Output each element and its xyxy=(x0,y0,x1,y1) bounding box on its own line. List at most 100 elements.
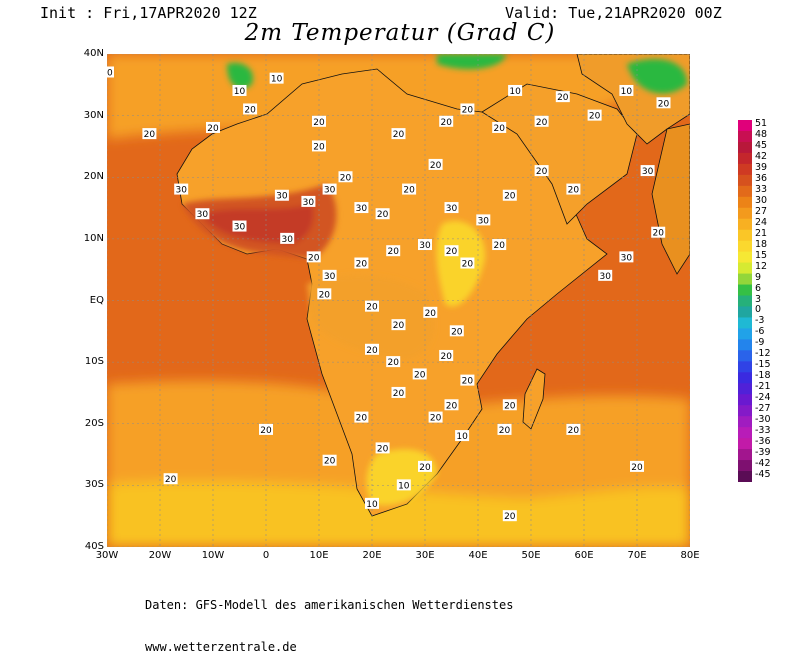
colorbar-swatch xyxy=(738,174,752,187)
svg-text:20: 20 xyxy=(430,161,442,171)
temperature-value-label: 20 xyxy=(444,399,459,411)
temperature-value-label: 30 xyxy=(322,183,337,196)
temperature-value-label: 20 xyxy=(439,349,454,362)
latitude-tick-label: 10N xyxy=(83,232,104,244)
colorbar-swatch xyxy=(738,185,752,198)
svg-text:20: 20 xyxy=(393,321,405,331)
temperature-value-label: 30 xyxy=(301,195,316,208)
svg-text:20: 20 xyxy=(652,229,664,239)
colorbar-level-label: 27 xyxy=(755,205,768,217)
temperature-value-label: 30 xyxy=(418,239,432,251)
temperature-value-label: 20 xyxy=(259,423,273,436)
colorbar-level-label: 36 xyxy=(755,172,768,184)
temperature-value-label: 20 xyxy=(412,368,427,380)
colorbar-level-label: 3 xyxy=(755,293,762,305)
temperature-value-label: 20 xyxy=(243,103,258,115)
svg-text:20: 20 xyxy=(377,444,389,454)
colorbar-swatch xyxy=(738,229,752,242)
svg-text:20: 20 xyxy=(440,352,452,362)
temperature-value-label: 10 xyxy=(396,479,411,491)
svg-text:20: 20 xyxy=(207,124,219,134)
svg-text:20: 20 xyxy=(658,99,670,109)
temperature-value-label: 10 xyxy=(232,84,247,97)
colorbar-level-label: -42 xyxy=(755,458,771,470)
temperature-value-label: 20 xyxy=(354,411,369,424)
ocean-cool-south-band xyxy=(107,481,690,547)
colorbar-swatch xyxy=(738,438,752,450)
latitude-tick-label: 10S xyxy=(84,356,104,368)
colorbar-swatch xyxy=(738,262,752,275)
colorbar-swatch xyxy=(738,152,752,165)
colorbar-swatch xyxy=(738,120,752,132)
colorbar-swatch xyxy=(738,163,752,176)
colorbar-level-label: 48 xyxy=(755,128,768,140)
temperature-value-label: 20 xyxy=(306,251,321,263)
longitude-tick-label: 20W xyxy=(148,550,172,561)
temperature-value-label: 20 xyxy=(107,66,114,78)
svg-text:20: 20 xyxy=(462,377,474,387)
svg-text:20: 20 xyxy=(313,142,325,152)
longitude-tick-label: 30W xyxy=(95,550,119,561)
colorbar-level-label: -12 xyxy=(755,348,771,360)
colorbar-level-label: -21 xyxy=(755,381,771,393)
temperature-value-label: 20 xyxy=(365,343,379,356)
colorbar-level-label: -33 xyxy=(755,425,771,437)
temperature-value-label: 20 xyxy=(354,257,369,270)
longitude-tick-label: 10E xyxy=(309,550,329,561)
temperature-value-label: 20 xyxy=(386,356,401,368)
colorbar-swatch xyxy=(738,130,752,143)
svg-text:20: 20 xyxy=(387,247,399,257)
temperature-value-label: 30 xyxy=(640,165,655,177)
temperature-value-label: 20 xyxy=(312,115,326,128)
temperature-value-label: 20 xyxy=(651,226,666,239)
temperature-value-label: 20 xyxy=(375,208,390,220)
svg-text:30: 30 xyxy=(303,198,315,208)
temperature-value-label: 20 xyxy=(391,128,406,140)
footer-credit: Daten: GFS-Modell des amerikanischen Wet… xyxy=(145,570,513,668)
temperature-value-label: 20 xyxy=(142,128,157,140)
longitude-tick-label: 50E xyxy=(521,550,541,561)
congo-warm-zone xyxy=(307,275,435,359)
temperature-labels: 20 20 20 10 10 20 20 20 20 20 20 20 20 10 20 20 20 10 20 30… xyxy=(107,66,671,522)
temperature-value-label: 30 xyxy=(322,269,337,282)
svg-text:20: 20 xyxy=(425,309,437,319)
temperature-value-label: 20 xyxy=(444,245,459,257)
temperature-value-label: 30 xyxy=(274,189,289,202)
latitude-tick-label: 40N xyxy=(83,48,104,59)
temperature-value-label: 20 xyxy=(163,473,178,485)
temperature-value-label: 20 xyxy=(555,91,570,103)
temperature-value-label: 20 xyxy=(460,103,475,115)
svg-text:10: 10 xyxy=(621,87,633,97)
svg-text:20: 20 xyxy=(568,426,580,436)
svg-text:20: 20 xyxy=(462,105,474,115)
temperature-colorbar xyxy=(738,120,752,482)
temperature-value-label: 20 xyxy=(428,411,443,424)
colorbar-swatch xyxy=(738,295,752,307)
temperature-value-label: 20 xyxy=(418,460,432,473)
colorbar-swatch xyxy=(738,449,752,461)
colorbar-level-label: -9 xyxy=(755,337,765,349)
colorbar-swatch xyxy=(738,306,752,318)
svg-text:20: 20 xyxy=(319,290,331,300)
longitude-tick-label: 0 xyxy=(262,550,270,561)
colorbar-level-label: 51 xyxy=(755,118,768,129)
temperature-value-label: 20 xyxy=(391,386,406,399)
svg-text:20: 20 xyxy=(393,389,405,399)
atlas-mountains-cold-zone xyxy=(227,62,253,89)
latitude-tick-label: 30S xyxy=(84,479,104,491)
colorbar-level-label: -6 xyxy=(755,326,765,338)
colorbar-swatch xyxy=(738,394,752,406)
svg-text:10: 10 xyxy=(509,87,521,97)
temperature-value-label: 20 xyxy=(439,115,454,128)
colorbar-swatch xyxy=(738,317,752,329)
svg-text:20: 20 xyxy=(403,186,415,196)
colorbar-level-label: 45 xyxy=(755,139,768,151)
temperature-value-label: 20 xyxy=(423,306,438,319)
colorbar-level-label: -45 xyxy=(755,469,771,481)
temperature-map[interactable]: 20 20 20 10 10 20 20 20 20 20 20 20 20 10 20 20 20 10 20 30… xyxy=(107,54,690,547)
svg-text:30: 30 xyxy=(599,272,611,282)
colorbar-level-label: -24 xyxy=(755,392,771,404)
colorbar-swatch xyxy=(738,240,752,253)
temperature-value-label: 20 xyxy=(338,171,353,183)
svg-text:10: 10 xyxy=(456,432,468,442)
